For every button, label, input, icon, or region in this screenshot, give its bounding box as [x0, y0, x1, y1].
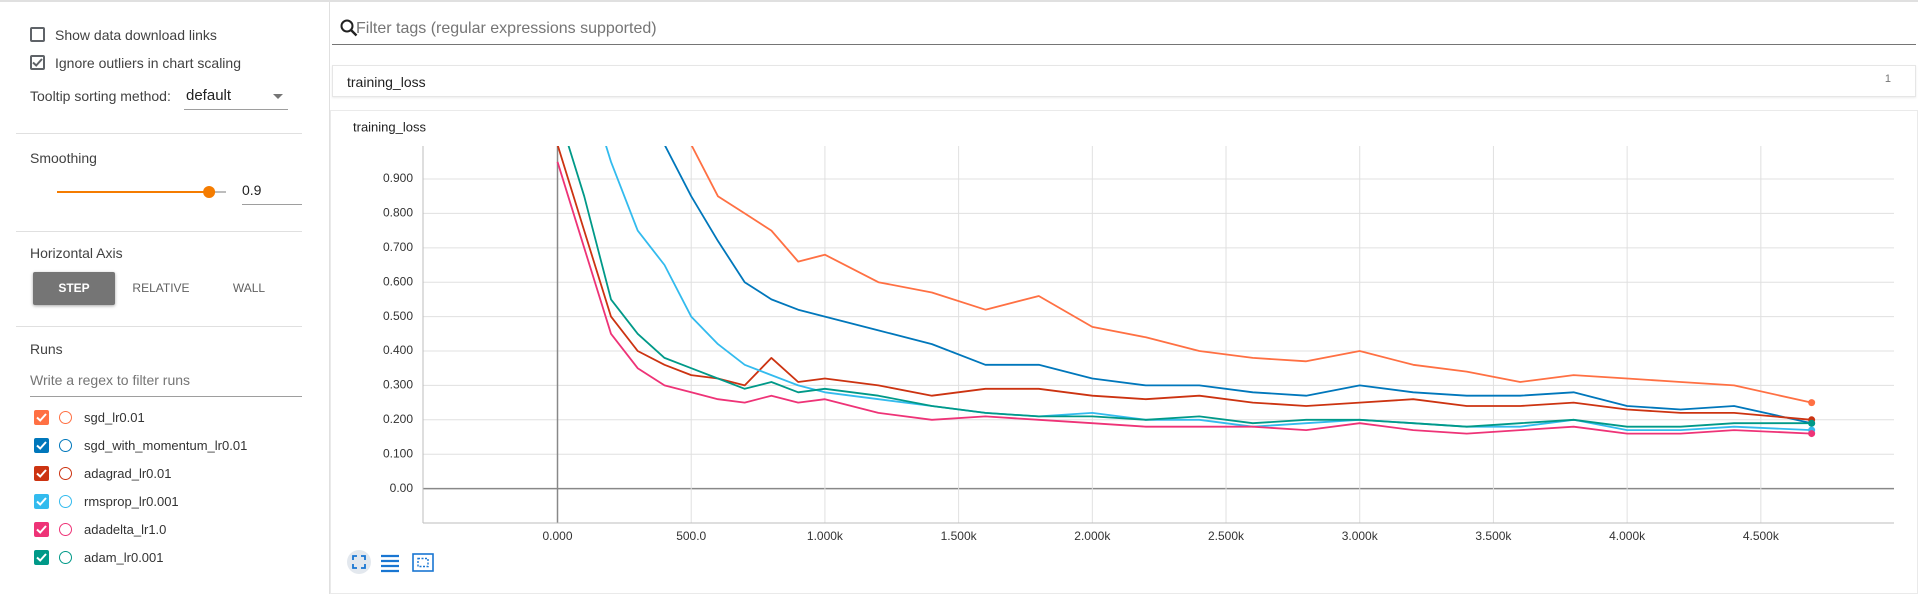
y-tick-label: 0.200: [383, 412, 413, 426]
option-label: Show data download links: [55, 27, 217, 43]
x-tick-label: 1.500k: [941, 529, 978, 543]
plot-area: [556, 146, 1816, 438]
series-line: [567, 146, 1812, 428]
check-mark: [36, 469, 47, 478]
y-tick-label: 0.800: [383, 206, 413, 220]
series-line: [690, 146, 1812, 404]
run-checkbox[interactable]: [34, 466, 49, 481]
check-path: [36, 497, 47, 506]
check-mark: [36, 525, 47, 534]
x-tick-label: 2.500k: [1208, 529, 1245, 543]
filter-tags-placeholder[interactable]: Filter tags (regular expressions support…: [356, 20, 657, 37]
horizontal-axis-label: Horizontal Axis: [30, 245, 123, 261]
select-zoom-icon[interactable]: [412, 553, 434, 572]
fit-domain-icon[interactable]: [347, 550, 371, 574]
run-color-circle[interactable]: [59, 551, 72, 564]
runs-filter-placeholder: Write a regex to filter runs: [30, 372, 191, 388]
x-tick-label: 4.500k: [1743, 529, 1780, 543]
x-tick-label: 3.000k: [1342, 529, 1379, 543]
sidebar: Show data download links Ignore outliers …: [0, 2, 330, 594]
separator: [16, 231, 302, 232]
run-checkbox[interactable]: [34, 522, 49, 537]
runs-filter[interactable]: Write a regex to filter runs: [30, 372, 302, 397]
series-line: [556, 161, 1812, 435]
series-line: [664, 146, 1812, 425]
separator: [16, 326, 302, 327]
x-tick-label: 4.000k: [1609, 529, 1646, 543]
grid: [423, 146, 1894, 523]
chart-card: training_loss 0.00 0.100 0.200 0.300 0.400 0.…: [330, 110, 1918, 594]
option-checkbox[interactable]: [30, 55, 45, 70]
series-line: [556, 146, 1812, 421]
check-mark: [32, 58, 43, 67]
check-path: [36, 441, 47, 450]
x-tick-label: 1.000k: [807, 529, 844, 543]
x-tick-label: 0.000: [542, 529, 572, 543]
run-checkbox[interactable]: [34, 550, 49, 565]
tooltip-value: default: [186, 87, 232, 104]
category-count: 1: [1884, 73, 1891, 85]
run-name: adadelta_lr1.0: [84, 522, 167, 537]
chart-title: training_loss: [353, 119, 426, 134]
filter-underline: [332, 44, 1916, 45]
series-line: [605, 146, 1812, 431]
check-path: [36, 469, 47, 478]
runs-label: Runs: [30, 341, 63, 357]
run-name: sgd_lr0.01: [84, 410, 145, 425]
check-path: [36, 413, 47, 422]
option-label: Ignore outliers in chart scaling: [55, 55, 241, 71]
smoothing-label: Smoothing: [30, 150, 97, 166]
check-mark: [36, 497, 47, 506]
y-tick-label: 0.700: [383, 240, 413, 254]
dropdown-arrow: [273, 94, 283, 99]
check-path: [36, 525, 47, 534]
run-checkbox[interactable]: [34, 438, 49, 453]
search-icon: [340, 19, 358, 37]
smoothing-value: 0.9: [242, 182, 262, 198]
run-name: rmsprop_lr0.001: [84, 494, 179, 509]
run-color-circle[interactable]: [59, 495, 72, 508]
check-path: [36, 553, 47, 562]
x-tick-label: 500.0: [676, 529, 706, 543]
y-tick-label: 0.600: [383, 274, 413, 288]
smoothing-input[interactable]: 0.9: [242, 182, 302, 205]
run-checkbox[interactable]: [34, 410, 49, 425]
option-checkbox[interactable]: [30, 27, 45, 42]
y-tick-label: 0.00: [390, 481, 414, 495]
x-tick-label: 3.500k: [1475, 529, 1512, 543]
toggle-log-icon[interactable]: [381, 554, 399, 573]
series-end-dot: [1808, 419, 1816, 427]
smoothing-slider[interactable]: [50, 180, 240, 204]
series-end-dot: [1808, 430, 1816, 438]
check-mark: [36, 553, 47, 562]
y-tick-label: 0.900: [383, 171, 413, 185]
series-end-dot: [1808, 399, 1816, 407]
check-mark: [36, 413, 47, 422]
slider-thumb[interactable]: [203, 186, 216, 198]
axis-button[interactable]: WALL: [232, 281, 266, 295]
check-path: [32, 58, 43, 67]
run-color-circle[interactable]: [59, 523, 72, 536]
run-name: sgd_with_momentum_lr0.01: [84, 438, 248, 453]
x-tick-label: 2.000k: [1074, 529, 1111, 543]
axis-button[interactable]: RELATIVE: [132, 281, 190, 295]
run-color-circle[interactable]: [59, 411, 72, 424]
check-mark: [36, 441, 47, 450]
run-color-circle[interactable]: [59, 467, 72, 480]
y-tick-label: 0.100: [383, 446, 413, 460]
run-color-circle[interactable]: [59, 439, 72, 452]
run-checkbox[interactable]: [34, 494, 49, 509]
y-tick-label: 0.500: [383, 309, 413, 323]
y-tick-label: 0.300: [383, 378, 413, 392]
separator: [16, 133, 302, 134]
run-name: adam_lr0.001: [84, 550, 164, 565]
axis-button[interactable]: STEP: [33, 272, 115, 305]
tooltip-select[interactable]: default: [184, 85, 288, 110]
category-title: training_loss: [347, 74, 426, 90]
y-tick-label: 0.400: [383, 343, 413, 357]
category-header[interactable]: training_loss 1: [332, 65, 1916, 97]
run-name: adagrad_lr0.01: [84, 466, 172, 481]
tooltip-label: Tooltip sorting method:: [30, 88, 171, 104]
